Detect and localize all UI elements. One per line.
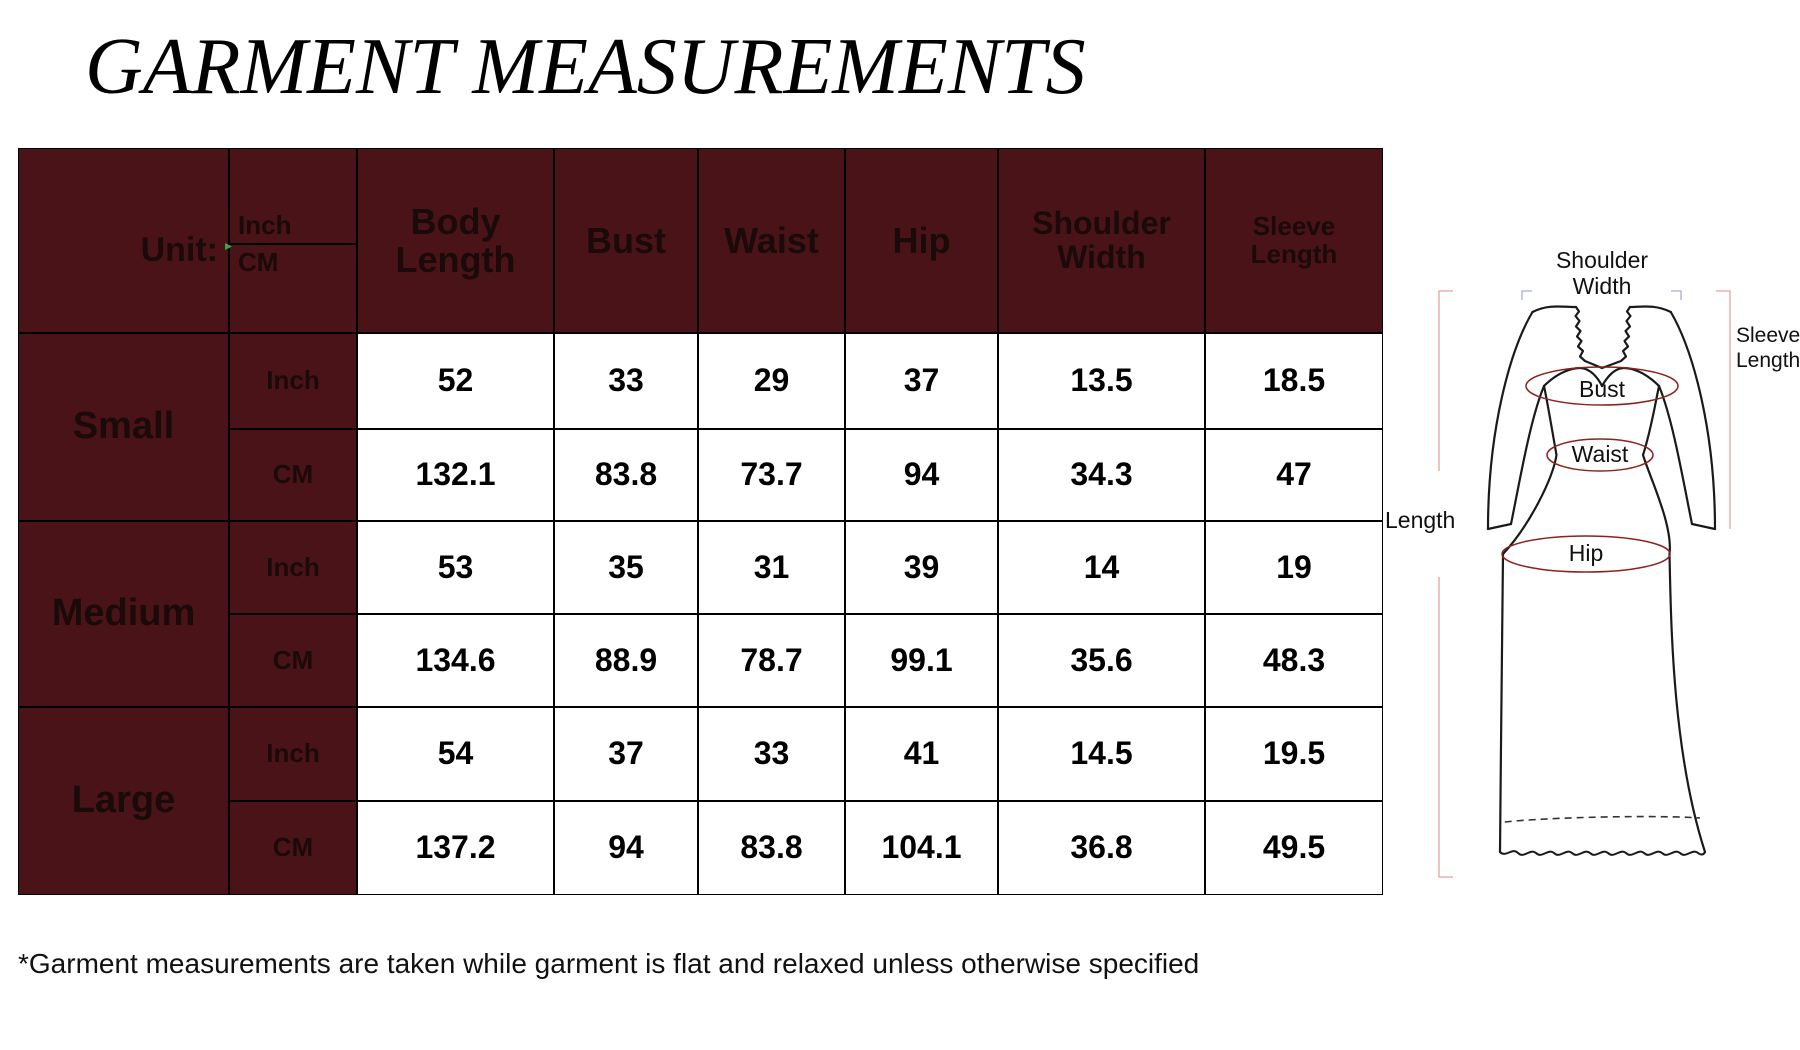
svg-text:Length: Length	[1736, 349, 1800, 372]
svg-text:Sleeve: Sleeve	[1736, 324, 1800, 347]
svg-text:Length: Length	[1385, 507, 1455, 533]
svg-text:Shoulder: Shoulder	[1556, 247, 1648, 273]
svg-text:Bust: Bust	[1579, 376, 1626, 402]
svg-text:Width: Width	[1573, 273, 1632, 299]
svg-text:Hip: Hip	[1569, 540, 1604, 566]
svg-text:Waist: Waist	[1572, 441, 1629, 467]
